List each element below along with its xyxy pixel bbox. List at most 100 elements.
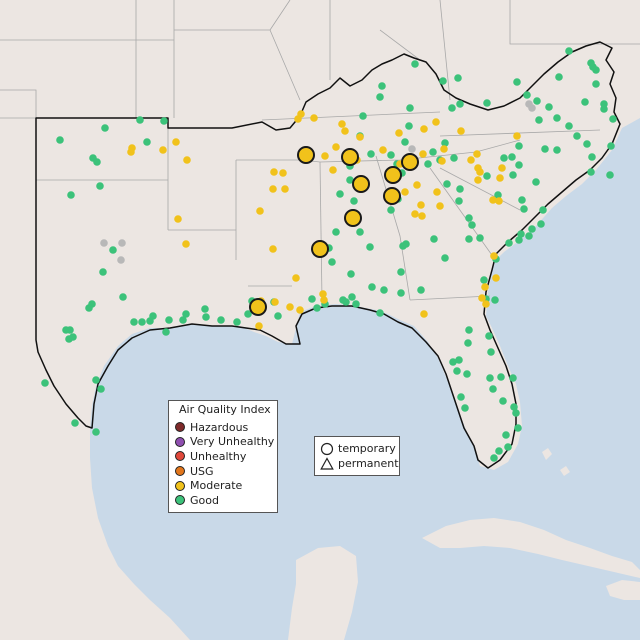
good-monitor-marker[interactable] [532,178,540,186]
good-monitor-marker[interactable] [485,332,493,340]
good-monitor-marker[interactable] [520,205,528,213]
good-monitor-marker[interactable] [508,153,516,161]
moderate-temporary-monitor-marker[interactable] [341,148,359,166]
good-monitor-marker[interactable] [96,182,104,190]
good-monitor-marker[interactable] [465,214,473,222]
good-monitor-marker[interactable] [453,367,461,375]
good-monitor-marker[interactable] [160,117,168,125]
moderate-monitor-marker[interactable] [478,294,486,302]
good-monitor-marker[interactable] [352,300,360,308]
moderate-monitor-marker[interactable] [172,138,180,146]
good-monitor-marker[interactable] [495,447,503,455]
good-monitor-marker[interactable] [553,114,561,122]
moderate-monitor-marker[interactable] [341,127,349,135]
good-monitor-marker[interactable] [513,78,521,86]
good-monitor-marker[interactable] [581,98,589,106]
good-monitor-marker[interactable] [85,304,93,312]
good-monitor-marker[interactable] [518,196,526,204]
moderate-monitor-marker[interactable] [420,125,428,133]
good-monitor-marker[interactable] [182,310,190,318]
moderate-monitor-marker[interactable] [457,127,465,135]
moderate-monitor-marker[interactable] [498,164,506,172]
moderate-monitor-marker[interactable] [418,212,426,220]
good-monitor-marker[interactable] [429,148,437,156]
good-monitor-marker[interactable] [589,63,597,71]
good-monitor-marker[interactable] [533,97,541,105]
no-data-monitor-marker[interactable] [100,239,108,247]
good-monitor-marker[interactable] [342,298,350,306]
good-monitor-marker[interactable] [476,234,484,242]
good-monitor-marker[interactable] [573,132,581,140]
good-monitor-marker[interactable] [509,374,517,382]
good-monitor-marker[interactable] [179,316,187,324]
moderate-temporary-monitor-marker[interactable] [383,187,401,205]
good-monitor-marker[interactable] [517,230,525,238]
good-monitor-marker[interactable] [143,138,151,146]
good-monitor-marker[interactable] [486,374,494,382]
good-monitor-marker[interactable] [483,172,491,180]
good-monitor-marker[interactable] [607,142,615,150]
good-monitor-marker[interactable] [464,339,472,347]
good-monitor-marker[interactable] [136,116,144,124]
good-monitor-marker[interactable] [537,220,545,228]
moderate-monitor-marker[interactable] [513,132,521,140]
moderate-monitor-marker[interactable] [271,298,279,306]
moderate-temporary-monitor-marker[interactable] [401,153,419,171]
good-monitor-marker[interactable] [376,309,384,317]
good-monitor-marker[interactable] [600,105,608,113]
good-monitor-marker[interactable] [541,145,549,153]
good-monitor-marker[interactable] [366,243,374,251]
no-data-monitor-marker[interactable] [117,256,125,264]
good-monitor-marker[interactable] [308,295,316,303]
moderate-monitor-marker[interactable] [297,110,305,118]
moderate-monitor-marker[interactable] [489,196,497,204]
moderate-temporary-monitor-marker[interactable] [384,166,402,184]
no-data-monitor-marker[interactable] [118,239,126,247]
moderate-temporary-monitor-marker[interactable] [344,209,362,227]
good-monitor-marker[interactable] [461,404,469,412]
good-monitor-marker[interactable] [441,139,449,147]
good-monitor-marker[interactable] [350,197,358,205]
good-monitor-marker[interactable] [402,240,410,248]
moderate-monitor-marker[interactable] [182,240,190,248]
good-monitor-marker[interactable] [494,191,502,199]
good-monitor-marker[interactable] [528,225,536,233]
good-monitor-marker[interactable] [347,270,355,278]
good-monitor-marker[interactable] [535,116,543,124]
good-monitor-marker[interactable] [505,239,513,247]
good-monitor-marker[interactable] [456,100,464,108]
good-monitor-marker[interactable] [165,316,173,324]
moderate-monitor-marker[interactable] [438,157,446,165]
good-monitor-marker[interactable] [378,82,386,90]
good-monitor-marker[interactable] [101,124,109,132]
moderate-monitor-marker[interactable] [490,252,498,260]
moderate-monitor-marker[interactable] [255,322,263,330]
good-monitor-marker[interactable] [202,313,210,321]
good-monitor-marker[interactable] [244,310,252,318]
moderate-monitor-marker[interactable] [332,143,340,151]
good-monitor-marker[interactable] [233,318,241,326]
good-monitor-marker[interactable] [487,348,495,356]
moderate-monitor-marker[interactable] [159,146,167,154]
moderate-monitor-marker[interactable] [476,168,484,176]
good-monitor-marker[interactable] [499,397,507,405]
good-monitor-marker[interactable] [217,316,225,324]
good-monitor-marker[interactable] [587,168,595,176]
good-monitor-marker[interactable] [491,296,499,304]
good-monitor-marker[interactable] [455,197,463,205]
good-monitor-marker[interactable] [512,409,520,417]
good-monitor-marker[interactable] [97,385,105,393]
good-monitor-marker[interactable] [553,146,561,154]
good-monitor-marker[interactable] [162,328,170,336]
moderate-monitor-marker[interactable] [481,283,489,291]
good-monitor-marker[interactable] [92,428,100,436]
moderate-monitor-marker[interactable] [320,296,328,304]
good-monitor-marker[interactable] [430,235,438,243]
moderate-monitor-marker[interactable] [482,300,490,308]
good-monitor-marker[interactable] [465,326,473,334]
moderate-monitor-marker[interactable] [356,133,364,141]
moderate-temporary-monitor-marker[interactable] [311,240,329,258]
moderate-monitor-marker[interactable] [296,306,304,314]
good-monitor-marker[interactable] [483,99,491,107]
moderate-monitor-marker[interactable] [379,146,387,154]
